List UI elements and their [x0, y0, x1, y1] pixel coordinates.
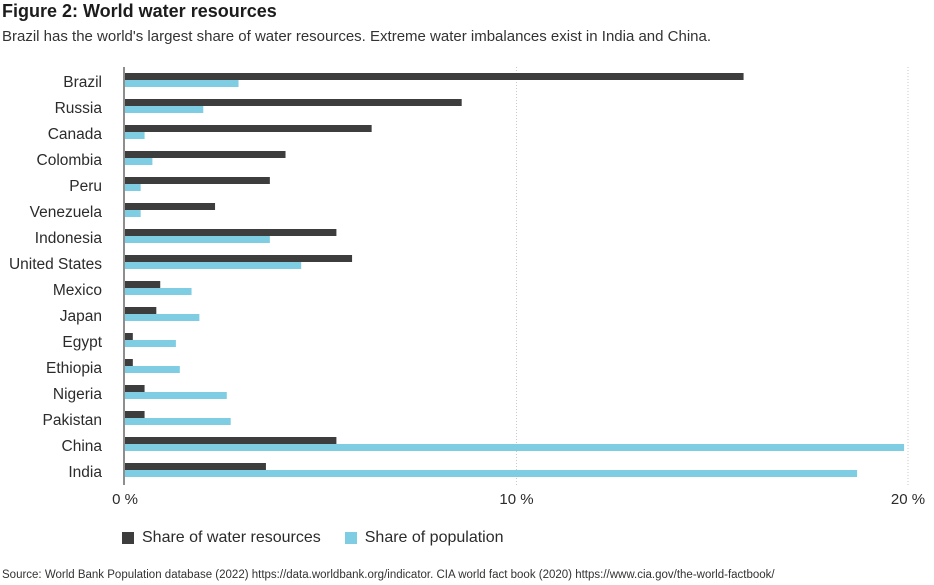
- category-label: Ethiopia: [46, 360, 102, 377]
- category-label: China: [62, 438, 103, 455]
- chart-title: Figure 2: World water resources: [2, 1, 277, 21]
- legend-label-water: Share of water resources: [142, 529, 321, 546]
- bar-water-russia: [125, 99, 462, 106]
- category-label: Pakistan: [43, 412, 102, 429]
- bar-water-ethiopia: [125, 359, 133, 366]
- legend-item-water: Share of water resources: [122, 529, 321, 547]
- category-label: Egypt: [62, 334, 102, 351]
- category-label: Mexico: [53, 282, 102, 299]
- bar-population-india: [125, 470, 858, 477]
- bar-water-colombia: [125, 151, 286, 158]
- bar-water-egypt: [125, 333, 133, 340]
- bar-population-indonesia: [125, 236, 270, 243]
- source-note: Source: World Bank Population database (…: [2, 569, 775, 581]
- category-label: Canada: [48, 126, 103, 143]
- category-label: Venezuela: [30, 204, 103, 221]
- bar-water-pakistan: [125, 411, 145, 418]
- bar-water-venezuela: [125, 203, 216, 210]
- legend-swatch-population: [344, 532, 357, 544]
- legend: Share of water resources Share of popula…: [122, 529, 528, 547]
- category-label: Japan: [60, 308, 102, 325]
- x-tick-label: 20 %: [891, 491, 925, 508]
- bar-water-nigeria: [125, 385, 145, 392]
- bar-population-venezuela: [125, 210, 141, 217]
- category-label: Indonesia: [35, 230, 103, 247]
- bar-population-japan: [125, 314, 200, 321]
- x-tick-label: 10 %: [499, 491, 533, 508]
- category-label: Russia: [55, 100, 103, 117]
- bar-population-united-states: [125, 262, 302, 269]
- bar-population-nigeria: [125, 392, 227, 399]
- category-label: Nigeria: [53, 386, 102, 403]
- category-label: United States: [9, 256, 102, 273]
- legend-item-population: Share of population: [344, 529, 504, 547]
- bar-population-mexico: [125, 288, 192, 295]
- chart-subtitle: Brazil has the world's largest share of …: [2, 28, 712, 45]
- bar-water-mexico: [125, 281, 161, 288]
- bar-water-india: [125, 463, 266, 470]
- bar-population-peru: [125, 184, 141, 191]
- legend-label-population: Share of population: [364, 529, 504, 546]
- category-label: India: [68, 464, 102, 481]
- bar-population-colombia: [125, 158, 153, 165]
- bar-chart: Brazil Russia Canada Colombia Peru Venezuela I…: [9, 67, 925, 508]
- category-label: Colombia: [37, 152, 103, 169]
- bar-water-japan: [125, 307, 157, 314]
- bar-water-canada: [125, 125, 372, 132]
- bar-population-ethiopia: [125, 366, 180, 373]
- category-label: Peru: [69, 178, 102, 195]
- bar-population-brazil: [125, 80, 239, 87]
- bar-population-china: [125, 444, 905, 451]
- bar-population-canada: [125, 132, 145, 139]
- bar-water-united-states: [125, 255, 353, 262]
- bar-water-peru: [125, 177, 270, 184]
- bar-water-indonesia: [125, 229, 337, 236]
- bar-water-china: [125, 437, 337, 444]
- bar-population-pakistan: [125, 418, 231, 425]
- bar-population-egypt: [125, 340, 176, 347]
- legend-swatch-water: [122, 532, 134, 544]
- category-label: Brazil: [63, 74, 102, 91]
- bar-water-brazil: [125, 73, 744, 80]
- x-tick-label: 0 %: [112, 491, 138, 508]
- bar-population-russia: [125, 106, 204, 113]
